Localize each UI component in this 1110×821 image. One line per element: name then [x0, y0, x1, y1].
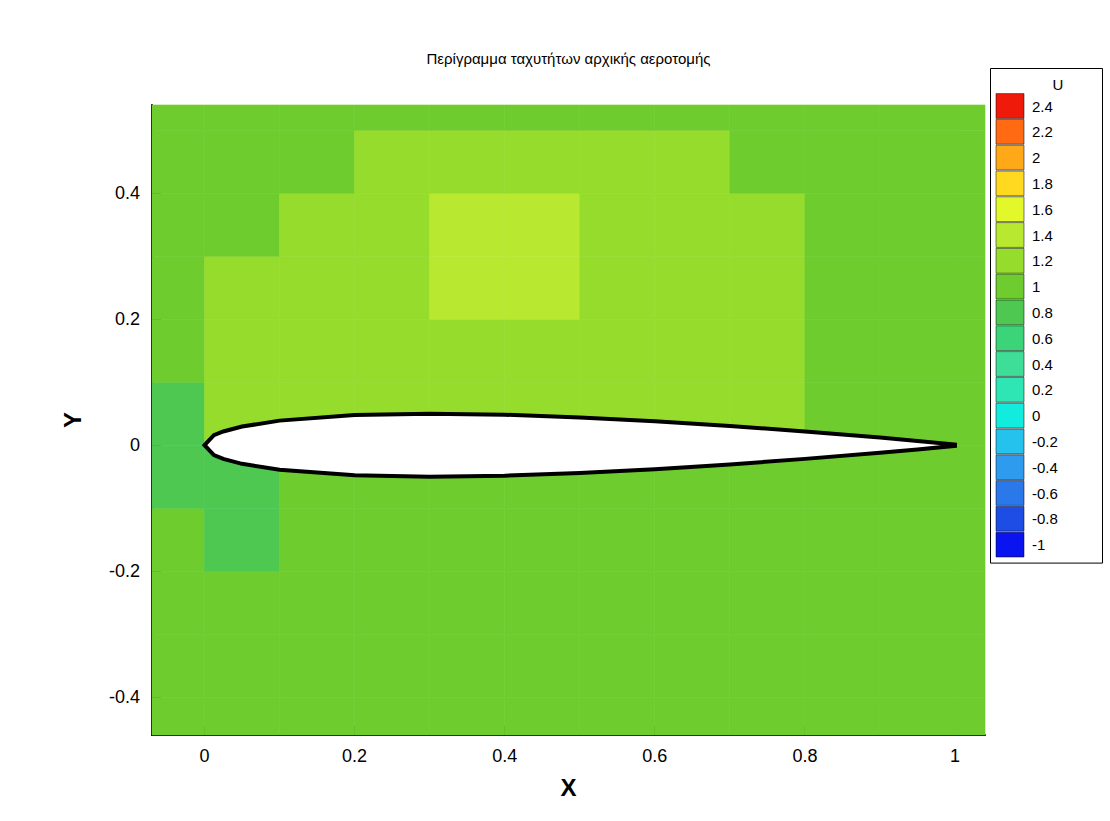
svg-text:X: X: [560, 774, 576, 801]
svg-text:-0.6: -0.6: [1032, 485, 1058, 502]
svg-text:1: 1: [1032, 278, 1040, 295]
svg-text:U: U: [1053, 76, 1064, 93]
svg-text:1.2: 1.2: [1032, 252, 1053, 269]
svg-text:1: 1: [950, 746, 960, 766]
svg-text:0: 0: [130, 435, 140, 455]
svg-text:0.4: 0.4: [1032, 356, 1053, 373]
svg-text:0.2: 0.2: [115, 309, 140, 329]
svg-text:0: 0: [200, 746, 210, 766]
svg-text:0.2: 0.2: [342, 746, 367, 766]
svg-text:1.8: 1.8: [1032, 175, 1053, 192]
svg-text:0.8: 0.8: [1032, 304, 1053, 321]
svg-text:2.4: 2.4: [1032, 98, 1053, 115]
svg-text:0.4: 0.4: [115, 183, 140, 203]
svg-text:Y: Y: [59, 412, 86, 428]
svg-text:0.6: 0.6: [642, 746, 667, 766]
svg-text:-0.4: -0.4: [1032, 459, 1058, 476]
svg-text:Περίγραμμα ταχυτήτων αρχικής α: Περίγραμμα ταχυτήτων αρχικής αεροτομής: [427, 50, 711, 67]
svg-text:0.4: 0.4: [492, 746, 517, 766]
svg-text:0.8: 0.8: [792, 746, 817, 766]
svg-text:0: 0: [1032, 407, 1040, 424]
svg-text:-1: -1: [1032, 536, 1045, 553]
svg-text:1.6: 1.6: [1032, 201, 1053, 218]
svg-text:-0.2: -0.2: [1032, 433, 1058, 450]
svg-text:1.4: 1.4: [1032, 227, 1053, 244]
svg-text:0.2: 0.2: [1032, 381, 1053, 398]
svg-text:-0.2: -0.2: [109, 561, 140, 581]
svg-text:0.6: 0.6: [1032, 330, 1053, 347]
svg-text:2: 2: [1032, 149, 1040, 166]
svg-text:2.2: 2.2: [1032, 123, 1053, 140]
svg-text:-0.4: -0.4: [109, 687, 140, 707]
svg-text:-0.8: -0.8: [1032, 510, 1058, 527]
